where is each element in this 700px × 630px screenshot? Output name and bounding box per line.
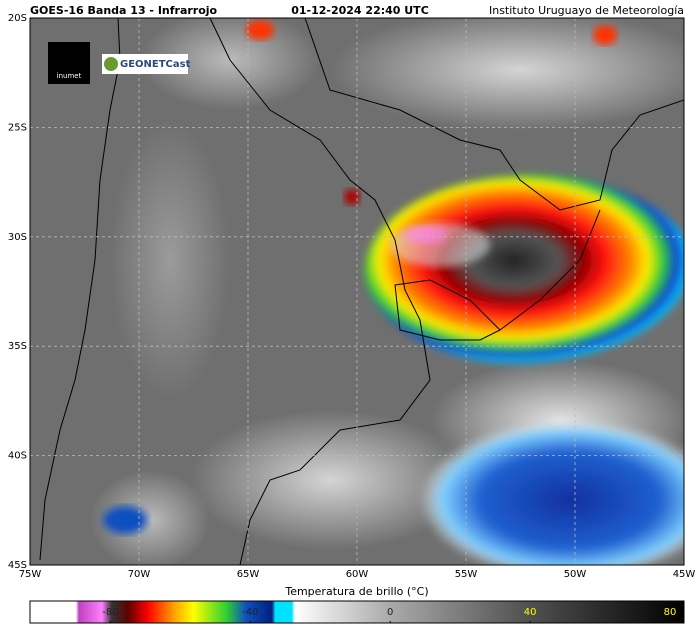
colorbar-tick-label: 0 xyxy=(387,607,393,618)
inumet-logo xyxy=(48,42,90,84)
datetime: 01-12-2024 22:40 UTC xyxy=(291,4,429,17)
geonetcast-icon xyxy=(104,57,118,71)
colorbar-ticks: -80 -40 0 40 80 xyxy=(102,607,676,623)
x-tick-label: 50W xyxy=(564,569,587,580)
geonetcast-text: GEONETCast xyxy=(120,59,191,70)
y-tick-label: 30S xyxy=(8,232,27,243)
colorbar-tick-label: 40 xyxy=(524,607,537,618)
x-tick-label: 70W xyxy=(128,569,151,580)
map-frame xyxy=(29,17,685,566)
colorbar-title: Temperatura de brillo (°C) xyxy=(284,585,428,598)
imagery xyxy=(30,18,684,565)
y-tick-label: 25S xyxy=(8,122,27,133)
colorbar-tick-label: 80 xyxy=(664,607,677,618)
y-tick-label: 35S xyxy=(8,341,27,352)
inumet-text: inumet xyxy=(57,72,82,80)
x-tick-label: 45W xyxy=(673,569,696,580)
logos: inumet GEONETCast xyxy=(48,42,191,84)
colorbar-tick-label: -40 xyxy=(242,607,258,618)
x-tick-label: 65W xyxy=(237,569,260,580)
colorbar-tick-label: -80 xyxy=(102,607,118,618)
y-tick-label: 45S xyxy=(8,560,27,571)
institution: Instituto Uruguayo de Meteorología xyxy=(489,4,684,17)
y-tick-label: 40S xyxy=(8,451,27,462)
x-tick-label: 60W xyxy=(346,569,369,580)
x-tick-label: 55W xyxy=(455,569,478,580)
y-tick-label: 20S xyxy=(8,13,27,24)
colorbar xyxy=(29,600,685,624)
geonetcast-logo xyxy=(102,54,188,74)
x-tick-label: 75W xyxy=(19,569,42,580)
title: GOES-16 Banda 13 - Infrarrojo xyxy=(30,4,218,17)
